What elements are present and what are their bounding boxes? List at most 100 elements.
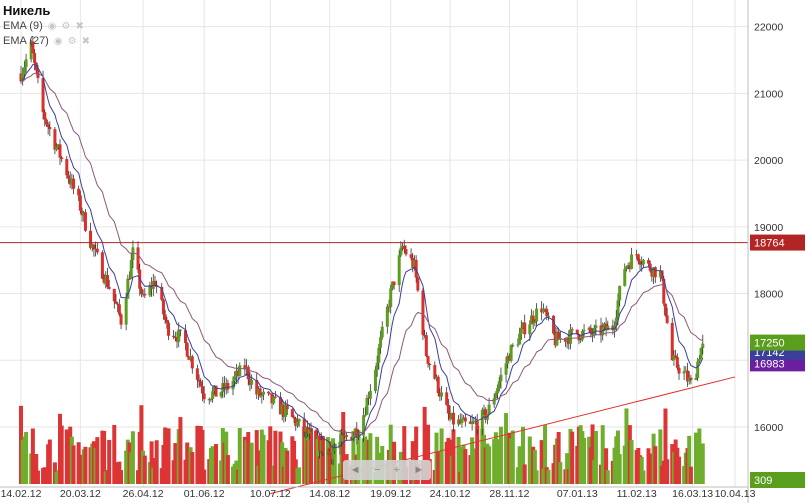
- candle-body: [448, 413, 452, 420]
- candle-body: [696, 361, 700, 379]
- candle-body: [55, 146, 59, 150]
- volume-bar: [558, 462, 563, 484]
- volume-bar: [273, 430, 278, 484]
- candle-body: [226, 383, 230, 390]
- candle-body: [258, 388, 262, 397]
- candle-body: [214, 385, 218, 397]
- candle-body: [163, 314, 167, 320]
- close-icon[interactable]: ✖: [75, 21, 84, 32]
- volume-bar: [463, 449, 468, 484]
- candle-body: [379, 337, 383, 348]
- candle-body: [518, 333, 522, 345]
- candle-body: [184, 330, 188, 344]
- candle-body: [670, 322, 674, 360]
- zoom-in-button[interactable]: +: [393, 464, 401, 476]
- candle-body: [377, 347, 381, 363]
- candle-body: [351, 434, 355, 440]
- candle-body: [460, 419, 464, 424]
- candle-body: [233, 376, 237, 382]
- candle-body: [594, 325, 598, 328]
- candle-body: [592, 327, 596, 336]
- volume-bar: [351, 431, 356, 484]
- candle-body: [236, 370, 240, 376]
- candle-body: [161, 299, 165, 315]
- volume-bar: [456, 436, 461, 484]
- close-icon[interactable]: ✖: [81, 36, 90, 47]
- candle-body: [104, 274, 108, 283]
- candle-body: [567, 337, 571, 344]
- gear-icon[interactable]: ⚙: [61, 21, 71, 32]
- volume-bar: [130, 431, 135, 484]
- candle-body: [435, 376, 439, 379]
- candle-body: [689, 377, 693, 380]
- candle-body: [457, 419, 461, 425]
- volume-bar: [543, 425, 548, 484]
- volume-bar: [200, 429, 205, 484]
- candle-body: [579, 339, 583, 341]
- indicator-label: EMA (27): [3, 35, 49, 47]
- volume-bar: [663, 408, 668, 484]
- candle-body: [200, 386, 204, 394]
- y-tick-label: 20000: [754, 155, 783, 167]
- candle-body: [624, 266, 628, 270]
- candle-body: [329, 453, 333, 460]
- candle-body: [375, 362, 379, 370]
- volume-bar: [422, 406, 427, 484]
- volume-bar: [617, 454, 622, 484]
- candle-body: [272, 396, 276, 404]
- candle-body: [248, 379, 252, 385]
- candle-body: [223, 383, 227, 390]
- candle-body: [270, 393, 274, 404]
- candle-body: [102, 278, 106, 283]
- x-tick-label: 24.10.12: [430, 488, 471, 500]
- candle-body: [362, 415, 366, 436]
- candle-body: [363, 414, 367, 416]
- candle-body: [628, 265, 632, 269]
- indicator-label: EMA (9): [3, 20, 43, 32]
- volume-bar: [700, 443, 705, 484]
- gear-icon[interactable]: ⚙: [67, 36, 77, 47]
- chart-legend: Никель EMA (9) ◉ ⚙ ✖ EMA (27) ◉ ⚙ ✖: [3, 3, 90, 49]
- candle-body: [175, 337, 179, 342]
- volume-bar: [210, 446, 215, 484]
- candle-body: [421, 290, 425, 335]
- candle-body: [385, 306, 389, 327]
- candle-body: [151, 280, 155, 289]
- y-tick-label: 22000: [754, 22, 783, 34]
- candle-body: [409, 254, 413, 258]
- candle-body: [468, 421, 472, 424]
- candle-body: [304, 427, 308, 432]
- candle-body: [219, 392, 223, 397]
- candle-body: [143, 294, 147, 296]
- candle-body: [148, 285, 152, 296]
- zoom-out-button[interactable]: −: [373, 464, 381, 476]
- candle-body: [83, 212, 87, 231]
- candle-body: [314, 430, 318, 438]
- candle-body: [663, 303, 667, 316]
- candle-body: [345, 435, 349, 437]
- volume-bar: [149, 441, 154, 484]
- eye-icon[interactable]: ◉: [53, 36, 63, 47]
- scroll-left-button[interactable]: ◄: [349, 464, 361, 476]
- eye-icon[interactable]: ◉: [47, 21, 57, 32]
- y-tick-label: 16000: [754, 422, 783, 434]
- candle-body: [660, 270, 664, 279]
- volume-bar: [142, 455, 147, 484]
- candle-body: [529, 315, 533, 325]
- candle-body: [516, 344, 520, 346]
- candle-body: [165, 319, 169, 323]
- volume-bar: [522, 464, 527, 484]
- volume-bar: [487, 446, 492, 484]
- candle-body: [43, 112, 47, 120]
- last-price-badge-bg: [750, 334, 805, 351]
- level-badge: 18764: [754, 238, 785, 250]
- candle-body: [424, 335, 428, 357]
- candle-body: [694, 378, 698, 380]
- candle-body: [24, 59, 28, 68]
- candle-body: [319, 440, 323, 452]
- volume-bar: [83, 446, 88, 484]
- scroll-right-button[interactable]: ►: [413, 464, 425, 476]
- candle-body: [557, 331, 561, 340]
- candle-body: [129, 260, 133, 279]
